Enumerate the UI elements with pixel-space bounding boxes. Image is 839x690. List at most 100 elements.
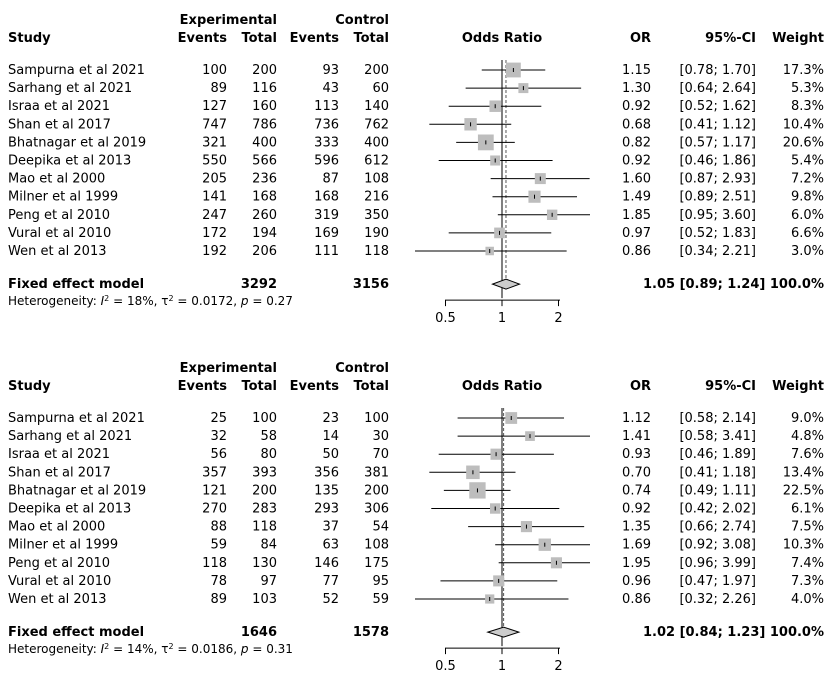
study-row: Sarhang et al 2021 32 58 14 30 1.41 [0.58; 3.4… [8, 429, 824, 444]
weight-value: 10.3% [783, 538, 824, 553]
ci-header: 95%-CI [705, 31, 756, 46]
or-value: 1.41 [622, 429, 651, 444]
x-tick-label: 2 [554, 659, 562, 674]
exp-events-value: 100 [202, 63, 227, 78]
ci-value: [0.52; 1.83] [679, 226, 756, 241]
ctrl-total-value: 70 [372, 447, 389, 462]
ctrl-events-value: 37 [322, 520, 339, 535]
or-value: 0.74 [622, 483, 651, 498]
exp-total-header: Total [241, 31, 277, 46]
exp-events-value: 121 [202, 483, 227, 498]
ctrl-events-value: 23 [322, 411, 339, 426]
ci-value: [0.46; 1.89] [679, 447, 756, 462]
or-value: 1.35 [622, 520, 651, 535]
exp-total-value: 58 [260, 429, 277, 444]
ctrl-total-value: 108 [364, 538, 389, 553]
weight-value: 7.5% [791, 520, 824, 535]
study-name: Bhatnagar et al 2019 [8, 483, 146, 498]
ctrl-events-value: 319 [314, 208, 339, 223]
or-value: 0.86 [622, 244, 651, 259]
x-tick-label: 0.5 [435, 659, 456, 674]
ctrl-events-value: 113 [314, 99, 339, 114]
or-value: 1.95 [622, 556, 651, 571]
or-value: 1.12 [622, 411, 651, 426]
study-row: Peng et al 2010 247 260 319 350 1.85 [0.95; 3.… [8, 208, 824, 223]
or-value: 0.86 [622, 592, 651, 607]
study-name: Peng et al 2010 [8, 208, 110, 223]
study-name: Shan et al 2017 [8, 465, 111, 480]
exp-events-value: 205 [202, 172, 227, 187]
or-value: 0.92 [622, 99, 651, 114]
ctrl-total-value: 108 [364, 172, 389, 187]
ci-value: [0.78; 1.70] [679, 63, 756, 78]
weight-value: 6.1% [791, 502, 824, 517]
weight-value: 3.0% [791, 244, 824, 259]
or-value: 0.68 [622, 117, 651, 132]
study-row: Vural et al 2010 172 194 169 190 0.97 [0.52; 1… [8, 226, 824, 241]
study-name: Vural et al 2010 [8, 226, 111, 241]
ctrl-events-value: 333 [314, 135, 339, 150]
heterogeneity-text: Heterogeneity: I2 = 14%, τ2 = 0.0186, p … [8, 642, 293, 657]
ctrl-total-header: Total [353, 31, 389, 46]
study-name: Israa et al 2021 [8, 99, 110, 114]
ci-value: [0.41; 1.12] [679, 117, 756, 132]
ctrl-total-value: 100 [364, 411, 389, 426]
forest-panel-1: Experimental Control Study Events Total Event… [8, 13, 824, 326]
study-column-header: Study [8, 379, 51, 394]
ci-value: [0.64; 2.64] [679, 81, 756, 96]
ctrl-total-value: 350 [364, 208, 389, 223]
exp-total-value: 200 [252, 483, 277, 498]
ctrl-events-value: 50 [322, 447, 339, 462]
ci-value: [0.47; 1.97] [679, 574, 756, 589]
pooled-ctrl-total: 1578 [353, 625, 389, 640]
exp-events-value: 118 [202, 556, 227, 571]
weight-value: 20.6% [783, 135, 824, 150]
ci-value: [0.57; 1.17] [679, 135, 756, 150]
exp-events-value: 32 [210, 429, 227, 444]
weight-value: 7.4% [791, 556, 824, 571]
ci-value: [0.66; 2.74] [679, 520, 756, 535]
weight-header: Weight [772, 31, 824, 46]
exp-events-value: 78 [210, 574, 227, 589]
ci-value: [0.92; 3.08] [679, 538, 756, 553]
ci-value: [0.95; 3.60] [679, 208, 756, 223]
ci-value: [0.96; 3.99] [679, 556, 756, 571]
ctrl-events-value: 63 [322, 538, 339, 553]
exp-total-value: 200 [252, 63, 277, 78]
exp-total-value: 118 [252, 520, 277, 535]
study-row: Wen et al 2013 192 206 111 118 0.86 [0.34; 2.2… [8, 244, 824, 259]
ci-value: [0.89; 2.51] [679, 190, 756, 205]
ctrl-events-header: Events [290, 31, 340, 46]
study-row: Bhatnagar et al 2019 321 400 333 400 0.82 [0.5… [8, 134, 824, 150]
exp-events-value: 141 [202, 190, 227, 205]
exp-events-value: 88 [210, 520, 227, 535]
or-value: 0.70 [622, 465, 651, 480]
pooled-label: Fixed effect model [8, 277, 144, 292]
exp-total-value: 116 [252, 81, 277, 96]
weight-value: 10.4% [783, 117, 824, 132]
exp-events-value: 127 [202, 99, 227, 114]
ctrl-events-value: 736 [314, 117, 339, 132]
pooled-result: 1.05 [0.89; 1.24] 100.0% [643, 277, 824, 292]
or-header: OR [630, 31, 651, 46]
ctrl-events-value: 146 [314, 556, 339, 571]
x-tick-label: 0.5 [435, 311, 456, 326]
study-row: Shan et al 2017 357 393 356 381 0.70 [0.41; 1.… [8, 465, 824, 480]
exp-events-value: 89 [210, 592, 227, 607]
study-row: Israa et al 2021 56 80 50 70 0.93 [0.46; 1.89]… [8, 447, 824, 462]
exp-total-value: 393 [252, 465, 277, 480]
heterogeneity-text: Heterogeneity: I2 = 18%, τ2 = 0.0172, p … [8, 294, 293, 309]
or-value: 0.96 [622, 574, 651, 589]
exp-events-value: 747 [202, 117, 227, 132]
x-tick-label: 1 [498, 659, 506, 674]
pooled-exp-total: 1646 [241, 625, 277, 640]
exp-total-value: 194 [252, 226, 277, 241]
ctrl-events-value: 356 [314, 465, 339, 480]
exp-events-value: 270 [202, 502, 227, 517]
ctrl-events-value: 596 [314, 154, 339, 169]
exp-events-value: 89 [210, 81, 227, 96]
weight-value: 7.6% [791, 447, 824, 462]
weight-header: Weight [772, 379, 824, 394]
weight-value: 4.0% [791, 592, 824, 607]
